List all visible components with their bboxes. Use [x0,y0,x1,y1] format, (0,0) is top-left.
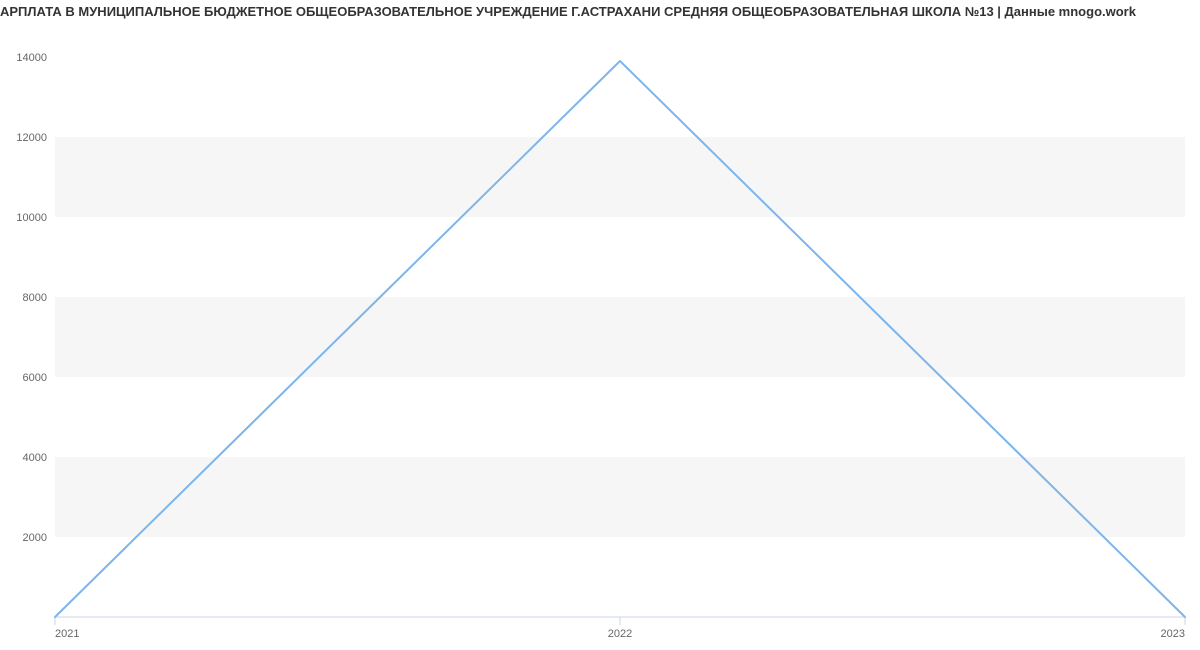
svg-text:12000: 12000 [16,132,47,144]
svg-text:6000: 6000 [23,372,47,384]
svg-text:4000: 4000 [23,452,47,464]
svg-text:2021: 2021 [55,628,79,640]
svg-text:10000: 10000 [16,212,47,224]
svg-text:2023: 2023 [1161,628,1185,640]
salary-line-chart: 2000 4000 6000 8000 10000 12000 14000 2021 2022 2… [0,27,1200,647]
svg-text:2000: 2000 [23,532,47,544]
svg-text:2022: 2022 [608,628,632,640]
chart-title: АРПЛАТА В МУНИЦИПАЛЬНОЕ БЮДЖЕТНОЕ ОБЩЕОБ… [0,0,1200,27]
svg-text:14000: 14000 [16,52,47,64]
svg-text:8000: 8000 [23,292,47,304]
